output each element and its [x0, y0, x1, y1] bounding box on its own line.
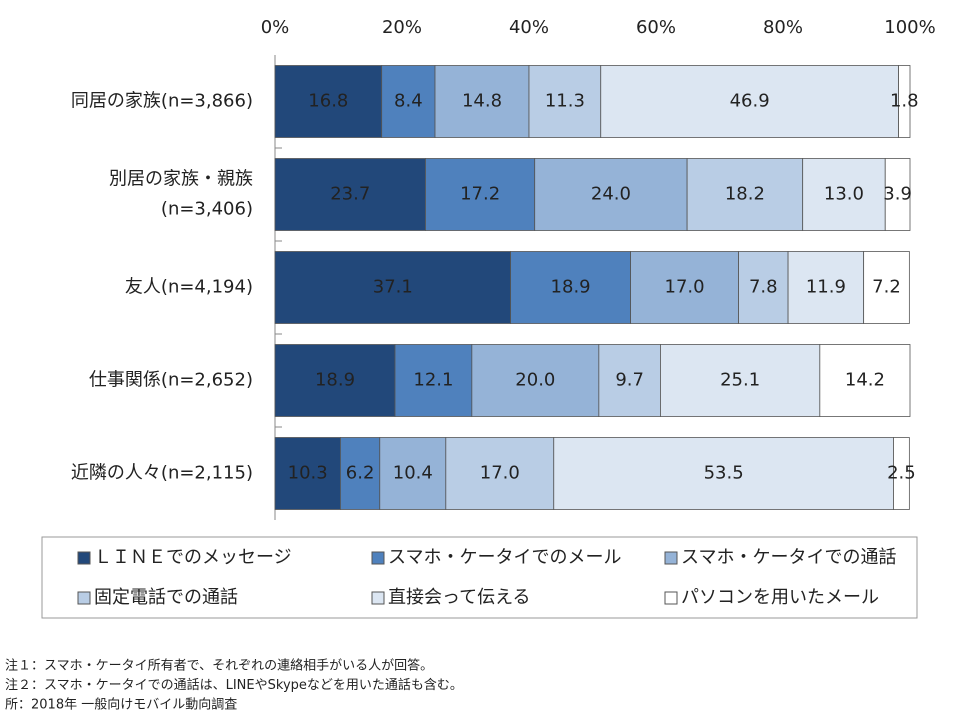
data-label: 17.0 [665, 277, 705, 298]
x-tick-label: 100% [884, 17, 935, 38]
data-label: 9.7 [615, 370, 644, 391]
data-label: 24.0 [591, 184, 631, 205]
data-label: 14.8 [462, 91, 502, 112]
y-tick-label: 仕事関係(n=2,652) [89, 370, 253, 391]
data-label: 18.2 [725, 184, 765, 205]
legend-label: 直接会って伝える [388, 587, 531, 608]
data-label: 10.4 [393, 463, 433, 484]
bar-segment [630, 251, 739, 324]
bar-segment [510, 251, 631, 324]
note: 注２：スマホ・ケータイでの通話は、LINEやSkypeなどを用いた通話も含む。 [5, 677, 463, 693]
data-label: 12.1 [413, 370, 453, 391]
bar-segment [274, 251, 511, 324]
bar-segment [274, 65, 383, 138]
legend-label: ＬＩＮＥでのメッセージ [94, 547, 292, 568]
data-label: 16.8 [308, 91, 348, 112]
bar-segment [819, 344, 911, 417]
y-tick-label: 同居の家族(n=3,866) [71, 91, 253, 112]
data-label: 3.9 [883, 184, 912, 205]
legend-swatch [77, 551, 91, 565]
data-label: 8.4 [394, 91, 423, 112]
legend-label: スマホ・ケータイでの通話 [681, 547, 896, 568]
y-tick-label: 別居の家族・親族(n=3,406) [109, 169, 253, 220]
data-label: 25.1 [720, 370, 760, 391]
bar-segment [445, 437, 555, 510]
legend-swatch [664, 591, 678, 605]
data-label: 53.5 [704, 463, 744, 484]
bar-segment [898, 65, 911, 138]
x-tick-label: 60% [636, 17, 676, 38]
data-label: 1.8 [890, 91, 919, 112]
bar-segment [425, 158, 536, 231]
data-label: 37.1 [373, 277, 413, 298]
bar-segment [787, 251, 865, 324]
legend-swatch [371, 591, 385, 605]
x-tick-label: 0% [261, 17, 290, 38]
bar-segment [893, 437, 910, 510]
data-label: 7.8 [749, 277, 778, 298]
y-tick-label: 近隣の人々(n=2,115) [71, 463, 253, 484]
bar-segment [686, 158, 804, 231]
legend-label: スマホ・ケータイでのメール [388, 547, 621, 568]
data-label: 11.3 [545, 91, 585, 112]
bar-segment [660, 344, 821, 417]
bar-segment [863, 251, 910, 324]
data-label: 7.2 [872, 277, 901, 298]
note: 所：2018年 一般向けモバイル動向調査 [5, 697, 237, 713]
legend-box [41, 536, 918, 619]
bar-segment [802, 158, 886, 231]
bar-segment [553, 437, 894, 510]
bar-segment [274, 344, 396, 417]
bar-segment [274, 437, 341, 510]
x-tick-label: 20% [382, 17, 422, 38]
data-label: 10.3 [288, 463, 328, 484]
data-label: 13.0 [824, 184, 864, 205]
legend-swatch [371, 551, 385, 565]
data-label: 11.9 [806, 277, 846, 298]
bar-segment [394, 344, 473, 417]
bar-segment [471, 344, 600, 417]
data-label: 2.5 [887, 463, 916, 484]
data-label: 18.9 [315, 370, 355, 391]
bar-segment [379, 437, 447, 510]
x-tick-label: 80% [763, 17, 803, 38]
bar-segment [434, 65, 530, 138]
data-label: 14.2 [845, 370, 885, 391]
bar-segment [600, 65, 899, 138]
legend-swatch [77, 591, 91, 605]
bar-segment [884, 158, 911, 231]
data-label: 23.7 [330, 184, 370, 205]
legend-label: パソコンを用いたメール [681, 587, 879, 608]
data-label: 17.0 [480, 463, 520, 484]
data-label: 18.9 [551, 277, 591, 298]
legend-swatch [664, 551, 678, 565]
data-label: 6.2 [346, 463, 375, 484]
data-label: 46.9 [730, 91, 770, 112]
bar-segment [340, 437, 381, 510]
y-tick-label: 友人(n=4,194) [125, 277, 253, 298]
bar-segment [528, 65, 602, 138]
data-label: 20.0 [515, 370, 555, 391]
bar-segment [381, 65, 436, 138]
data-label: 17.2 [460, 184, 500, 205]
x-tick-label: 40% [509, 17, 549, 38]
bar-segment [738, 251, 789, 324]
legend-label: 固定電話での通話 [94, 587, 238, 608]
bar-segment [274, 158, 426, 231]
note: 注１：スマホ・ケータイ所有者で、それぞれの連絡相手がいる人が回答。 [5, 658, 433, 674]
bar-segment [598, 344, 661, 417]
